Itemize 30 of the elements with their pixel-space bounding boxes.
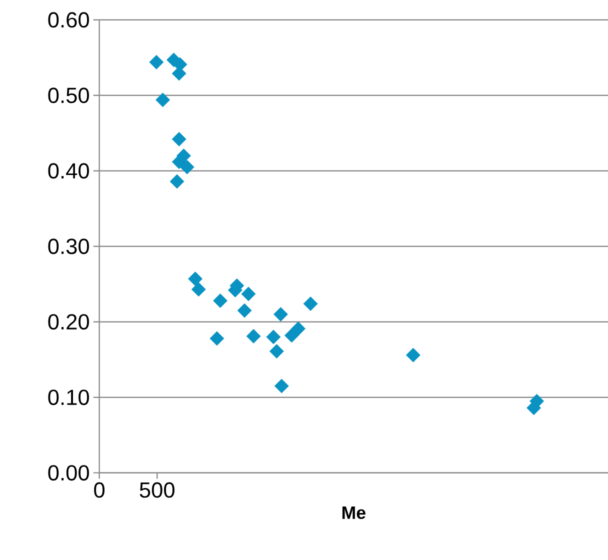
point	[156, 92, 170, 107]
point	[266, 329, 281, 344]
point	[170, 174, 184, 188]
point	[273, 306, 288, 322]
point	[241, 286, 256, 301]
point	[213, 293, 228, 308]
x-tick-label: 0	[94, 482, 105, 498]
point	[406, 348, 420, 362]
point	[246, 328, 261, 344]
point	[210, 331, 224, 346]
y-tick-label: 0.60	[48, 12, 89, 28]
point	[180, 160, 194, 174]
point	[237, 303, 252, 318]
point	[269, 344, 284, 358]
x-axis-title: Me	[342, 506, 366, 519]
y-tick-label: 0.00	[48, 464, 89, 480]
point	[291, 321, 306, 336]
y-tick-label: 0.10	[48, 389, 89, 405]
x-tick-label: 500	[140, 482, 174, 498]
y-tick-label: 0.20	[48, 314, 89, 330]
point	[149, 54, 164, 70]
y-tick-label: 0.50	[48, 87, 89, 103]
point	[172, 154, 186, 169]
y-tick-label: 0.40	[48, 162, 89, 178]
point	[172, 132, 186, 146]
y-tick-label: 0.30	[48, 238, 89, 254]
point	[191, 282, 206, 296]
point	[188, 271, 203, 286]
point	[303, 296, 318, 311]
point	[274, 378, 289, 394]
